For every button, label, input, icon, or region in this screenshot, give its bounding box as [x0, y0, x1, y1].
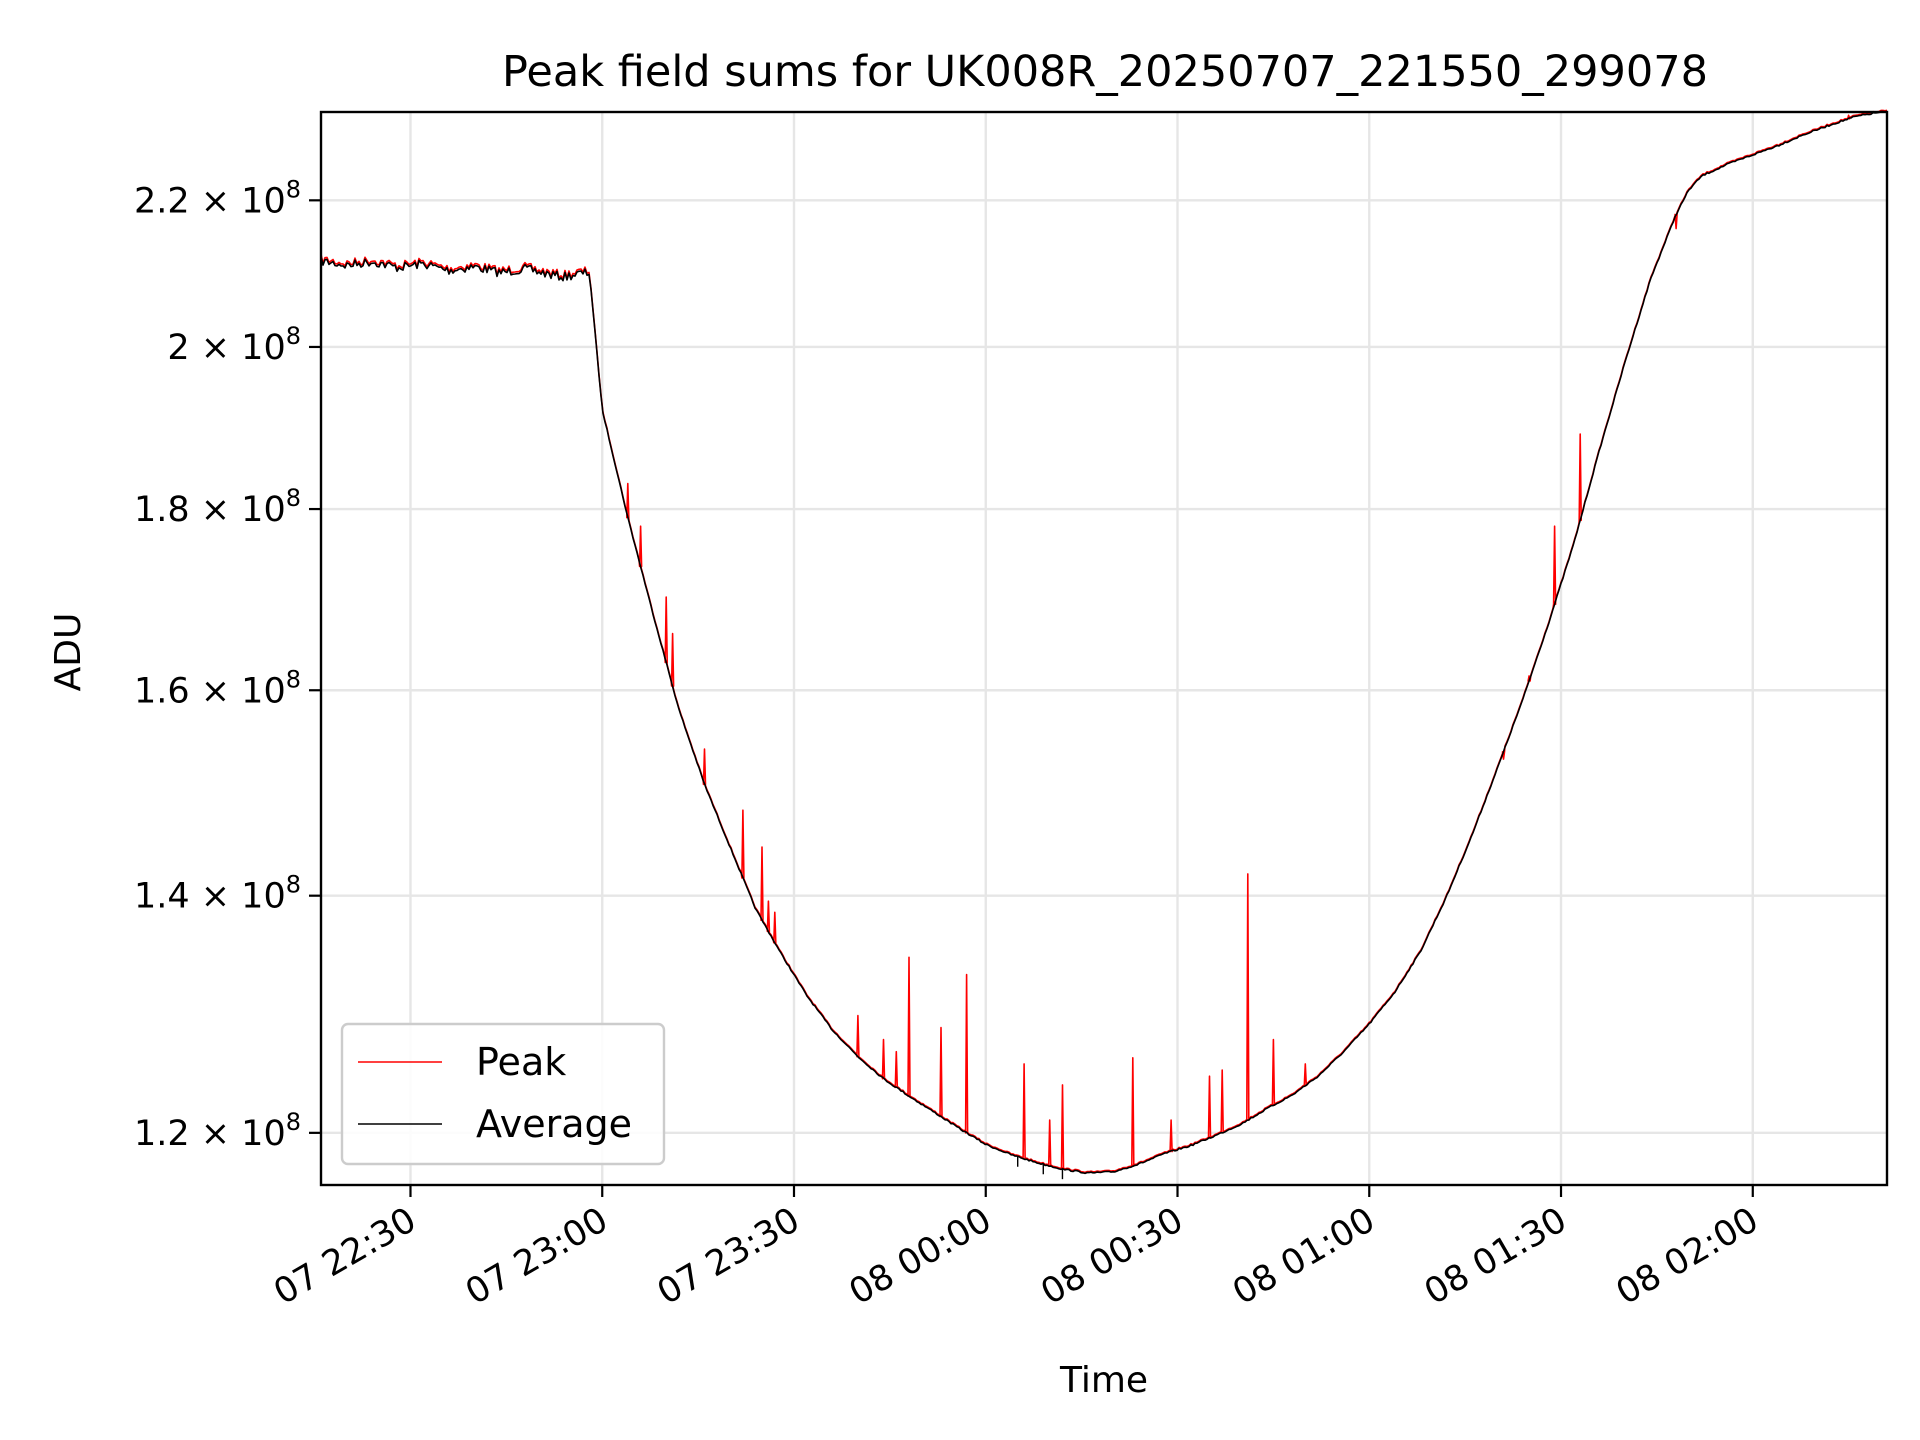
- y-tick-label: 2.2 × 108: [134, 175, 301, 221]
- series-line-average: [320, 110, 1888, 1175]
- legend-box: [340, 1022, 666, 1166]
- y-tick-label: 1.8 × 108: [134, 484, 301, 530]
- legend: Peak Average: [340, 1022, 666, 1166]
- legend-label-average: Average: [476, 1102, 632, 1146]
- plot-area: [320, 109, 1888, 1180]
- y-axis-label: ADU: [48, 613, 89, 692]
- y-tick-label: 1.4 × 108: [134, 871, 301, 917]
- x-axis-label: Time: [1059, 1360, 1148, 1401]
- legend-label-peak: Peak: [476, 1040, 566, 1084]
- y-tick-label: 1.6 × 108: [134, 665, 301, 711]
- axes-frame: [319, 110, 1889, 1187]
- chart-title: Peak field sums for UK008R_20250707_2215…: [502, 47, 1708, 97]
- y-tick-label: 1.2 × 108: [134, 1108, 301, 1154]
- y-tick-label: 2 × 108: [167, 322, 301, 368]
- y-axis: 1.2 × 108 1.4 × 108 1.6 × 108 1.8 × 108 2 × …: [134, 175, 321, 1154]
